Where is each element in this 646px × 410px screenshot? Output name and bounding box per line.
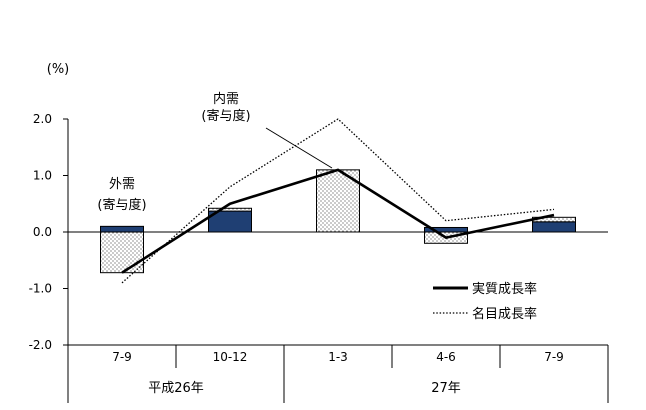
external-demand-annotation: 外需 (寄与度) bbox=[97, 177, 146, 213]
internal-demand-sublabel: (寄与度) bbox=[201, 108, 250, 124]
legend-real-growth-label: 実質成長率 bbox=[472, 281, 537, 297]
category-label: 10-12 bbox=[213, 350, 248, 364]
external-demand-bar bbox=[100, 225, 144, 233]
category-label: 7-9 bbox=[544, 350, 564, 364]
internal-demand-annotation: 内需 (寄与度) bbox=[201, 91, 333, 169]
y-tick-label: -1.0 bbox=[29, 282, 52, 296]
internal-demand-label: 内需 bbox=[213, 91, 239, 107]
category-label: 1-3 bbox=[328, 350, 348, 364]
real-growth-line bbox=[121, 168, 555, 274]
plot-area: 2.0 1.0 0.0 -1.0 -2.0 7-9 10-12 1-3 4-6 7-9 平成26年 2… bbox=[29, 112, 609, 403]
internal-demand-bar bbox=[100, 231, 144, 274]
y-unit-label: (%) bbox=[47, 62, 70, 77]
y-tick-label: -2.0 bbox=[29, 338, 52, 352]
year-group-label: 27年 bbox=[431, 381, 461, 396]
legend-nominal-growth-label: 名目成長率 bbox=[472, 306, 537, 322]
legend: 実質成長率 名目成長率 bbox=[433, 281, 537, 322]
y-tick-label: 1.0 bbox=[33, 169, 52, 183]
year-group-label: 平成26年 bbox=[148, 381, 204, 396]
external-demand-sublabel: (寄与度) bbox=[97, 197, 146, 213]
nominal-growth-line bbox=[121, 118, 555, 284]
internal-demand-bar bbox=[208, 207, 252, 212]
category-label: 4-6 bbox=[436, 350, 456, 364]
internal-demand-leader-line bbox=[265, 127, 333, 169]
y-tick-label: 2.0 bbox=[33, 112, 52, 126]
category-label: 7-9 bbox=[112, 350, 132, 364]
external-demand-bar bbox=[532, 221, 576, 233]
external-demand-label: 外需 bbox=[109, 177, 135, 192]
y-tick-label: 0.0 bbox=[33, 225, 52, 239]
